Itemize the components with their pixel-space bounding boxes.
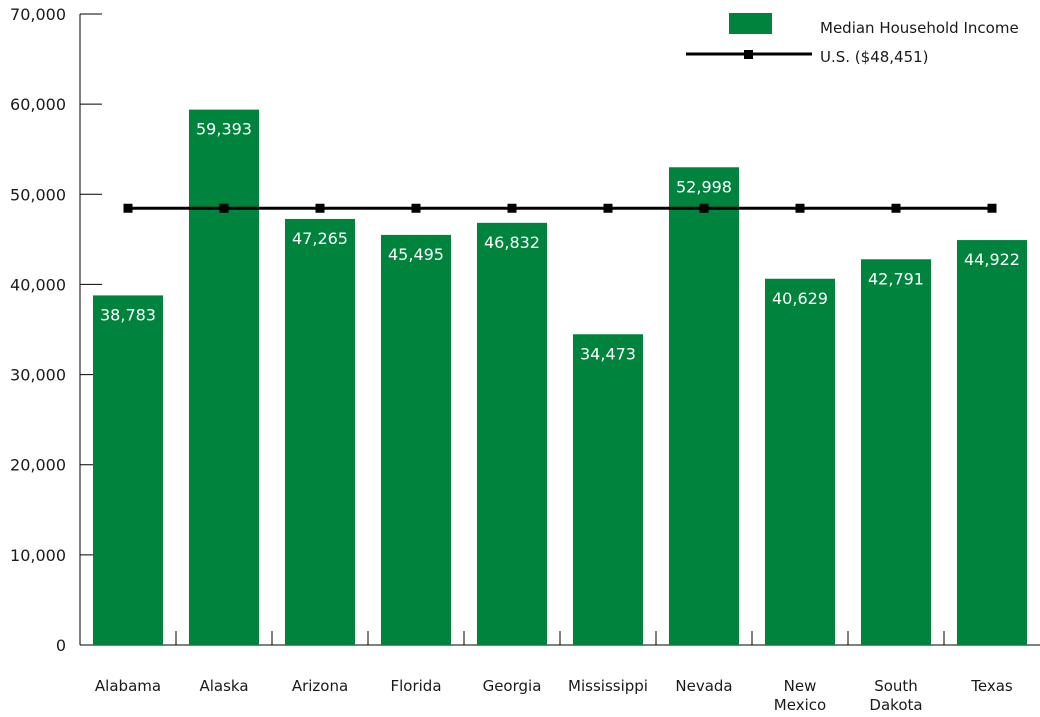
- x-tick-label: Dakota: [869, 696, 922, 714]
- bar: [861, 259, 931, 645]
- y-tick-label: 20,000: [10, 456, 66, 475]
- x-tick-label: Nevada: [675, 677, 732, 695]
- us-line-marker: [315, 203, 325, 213]
- bar: [669, 167, 739, 646]
- bar: [93, 295, 163, 645]
- legend-label-bar: Median Household Income: [820, 19, 1019, 37]
- x-tick-label: Mississippi: [568, 677, 648, 695]
- bar-data-label: 34,473: [580, 344, 636, 363]
- us-line-marker: [507, 203, 517, 213]
- x-tick-label: South: [874, 677, 918, 695]
- x-tick-label: Alabama: [95, 677, 161, 695]
- x-tick-label: Texas: [970, 677, 1013, 695]
- x-tick-label: Georgia: [483, 677, 542, 695]
- bar-data-label: 40,629: [772, 289, 828, 308]
- us-line-marker: [795, 203, 805, 213]
- bar: [477, 222, 547, 646]
- legend-swatch-bar: [729, 13, 772, 34]
- x-tick-label: New: [784, 677, 817, 695]
- x-tick-label: Florida: [390, 677, 441, 695]
- us-line-marker: [411, 203, 421, 213]
- us-line-marker: [603, 203, 613, 213]
- bar: [285, 218, 355, 645]
- bar-data-label: 52,998: [676, 177, 732, 196]
- bar: [189, 109, 259, 646]
- chart-axes: 0 10,000 20,000 30,000 40,000 50,000 60,000 70,…: [10, 5, 1040, 714]
- legend-label-line: U.S. ($48,451): [820, 48, 929, 66]
- bar: [765, 278, 835, 645]
- y-tick-label: 0: [56, 636, 66, 655]
- us-line-marker: [891, 203, 901, 213]
- bar-data-label: 38,783: [100, 305, 156, 324]
- bar: [573, 334, 643, 645]
- us-line-marker: [987, 203, 997, 213]
- x-tick-label: Alaska: [199, 677, 248, 695]
- bar-data-label: 45,495: [388, 245, 444, 264]
- x-tick-label: Arizona: [292, 677, 348, 695]
- y-tick-label: 50,000: [10, 185, 66, 204]
- bar-data-label: 46,832: [484, 233, 540, 252]
- bar-data-label: 44,922: [964, 250, 1020, 269]
- bar-data-label: 42,791: [868, 269, 924, 288]
- us-line-marker: [219, 203, 229, 213]
- legend: Median Household Income U.S. ($48,451): [686, 13, 1019, 66]
- legend-swatch-marker: [744, 50, 753, 59]
- bar-data-label: 59,393: [196, 120, 252, 139]
- bar-series: 38,783 59,393 47,265 45,495 46,832 34,473 52,9…: [93, 109, 1027, 646]
- us-line-marker: [699, 203, 709, 213]
- y-tick-label: 10,000: [10, 546, 66, 565]
- us-line-marker: [123, 203, 133, 213]
- y-tick-label: 40,000: [10, 275, 66, 294]
- bar: [957, 240, 1027, 646]
- y-tick-label: 70,000: [10, 5, 66, 24]
- bar-data-label: 47,265: [292, 229, 348, 248]
- y-tick-label: 30,000: [10, 366, 66, 385]
- x-tick-label: Mexico: [774, 696, 826, 714]
- us-line-series: [123, 203, 997, 213]
- y-tick-label: 60,000: [10, 95, 66, 114]
- bar: [381, 234, 451, 645]
